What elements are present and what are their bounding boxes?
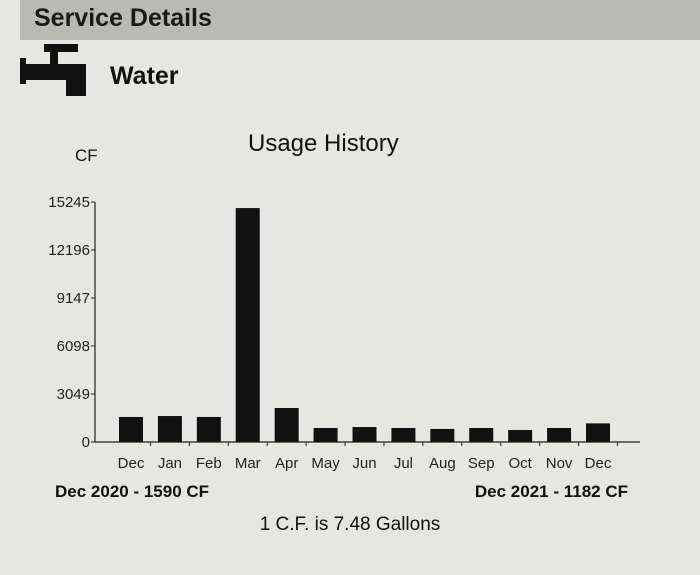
x-tick-label: Dec — [585, 455, 612, 472]
x-tick-label: Mar — [235, 455, 261, 472]
x-tick-label: Jan — [158, 455, 182, 472]
current-year-usage: Dec 2021 - 1182 CF — [474, 482, 628, 501]
bar-oct — [508, 430, 533, 442]
y-tick-label: 15245 — [48, 194, 90, 211]
bar-nov — [547, 427, 572, 442]
usage-chart: 0 3049 6098 9147 12196 15245 Dec Jan Feb Mar Apr Ma… — [48, 194, 640, 472]
service-name: Water — [110, 62, 179, 90]
bar-dec — [119, 416, 143, 442]
section-title: Service Details — [34, 4, 212, 32]
y-tick-label: 9147 — [57, 290, 90, 307]
y-tick-label: 12196 — [48, 242, 90, 259]
y-tick-label: 0 — [82, 434, 90, 451]
bar-feb — [196, 416, 221, 442]
bar-mar — [235, 208, 260, 442]
conversion-note: 1 C.F. is 7.48 Gallons — [259, 514, 441, 535]
y-tick-label: 3049 — [57, 386, 90, 403]
x-tick-label: May — [311, 455, 340, 472]
x-tick-label: Feb — [196, 455, 222, 472]
bar-jan — [157, 416, 182, 442]
section-header: Service Details — [20, 0, 700, 40]
y-axis-label: CF — [75, 146, 98, 165]
prior-year-usage: Dec 2020 - 1590 CF — [55, 482, 210, 501]
bar-jul — [391, 427, 416, 442]
bar-dec — [586, 423, 610, 442]
bar-may — [313, 427, 338, 442]
x-tick-label: Oct — [508, 455, 532, 472]
x-tick-label: Aug — [429, 455, 456, 472]
y-tick-label: 6098 — [57, 338, 90, 355]
chart-title: Usage History — [248, 130, 399, 157]
bar-sep — [469, 427, 494, 442]
bar-apr — [274, 407, 299, 442]
x-tick-label: Apr — [275, 455, 298, 472]
faucet-icon — [20, 44, 86, 96]
x-tick-label: Sep — [468, 455, 495, 472]
x-tick-label: Jun — [352, 455, 376, 472]
bar-jun — [352, 427, 377, 442]
x-tick-label: Nov — [546, 455, 573, 472]
bar-aug — [430, 428, 455, 442]
x-tick-label: Dec — [118, 455, 145, 472]
x-tick-label: Jul — [394, 455, 413, 472]
